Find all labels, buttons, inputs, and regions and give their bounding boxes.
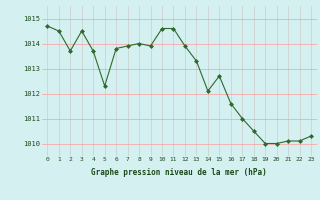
X-axis label: Graphe pression niveau de la mer (hPa): Graphe pression niveau de la mer (hPa) <box>91 168 267 177</box>
